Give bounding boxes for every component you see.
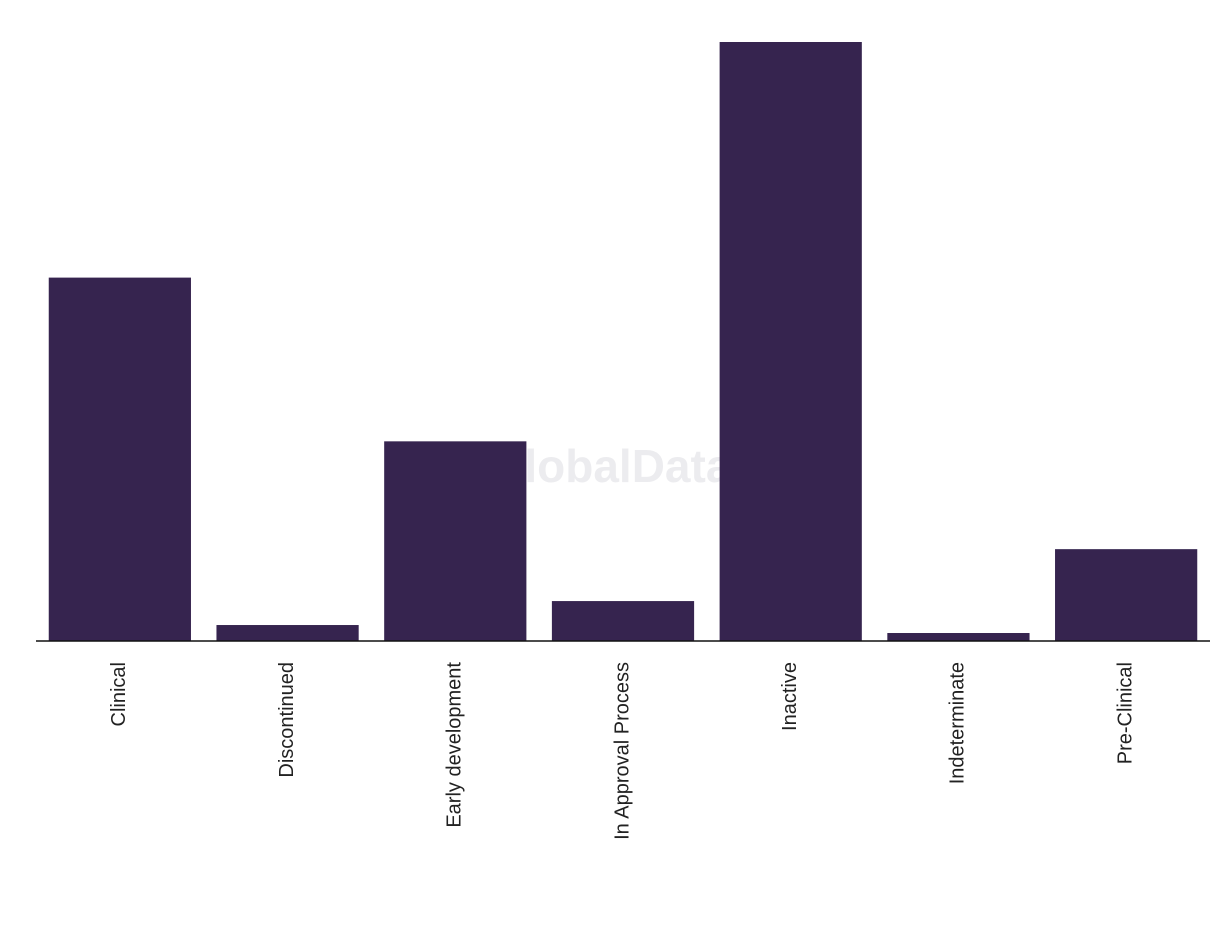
watermark: GlobalData (489, 440, 732, 492)
bar (216, 625, 359, 641)
bar (1055, 549, 1198, 641)
x-tick-label: Inactive (779, 662, 801, 731)
x-tick-label: Clinical (108, 662, 130, 726)
bar (48, 277, 191, 641)
bar (384, 441, 527, 641)
x-tick-label: Pre-Clinical (1114, 662, 1136, 764)
x-tick-label: In Approval Process (611, 662, 633, 840)
x-tick-label: Discontinued (276, 662, 298, 778)
x-tick-label: Indeterminate (947, 662, 969, 784)
bar (719, 42, 862, 641)
bar (887, 633, 1030, 641)
x-tick-label: Early development (444, 662, 466, 828)
bar (551, 601, 695, 641)
